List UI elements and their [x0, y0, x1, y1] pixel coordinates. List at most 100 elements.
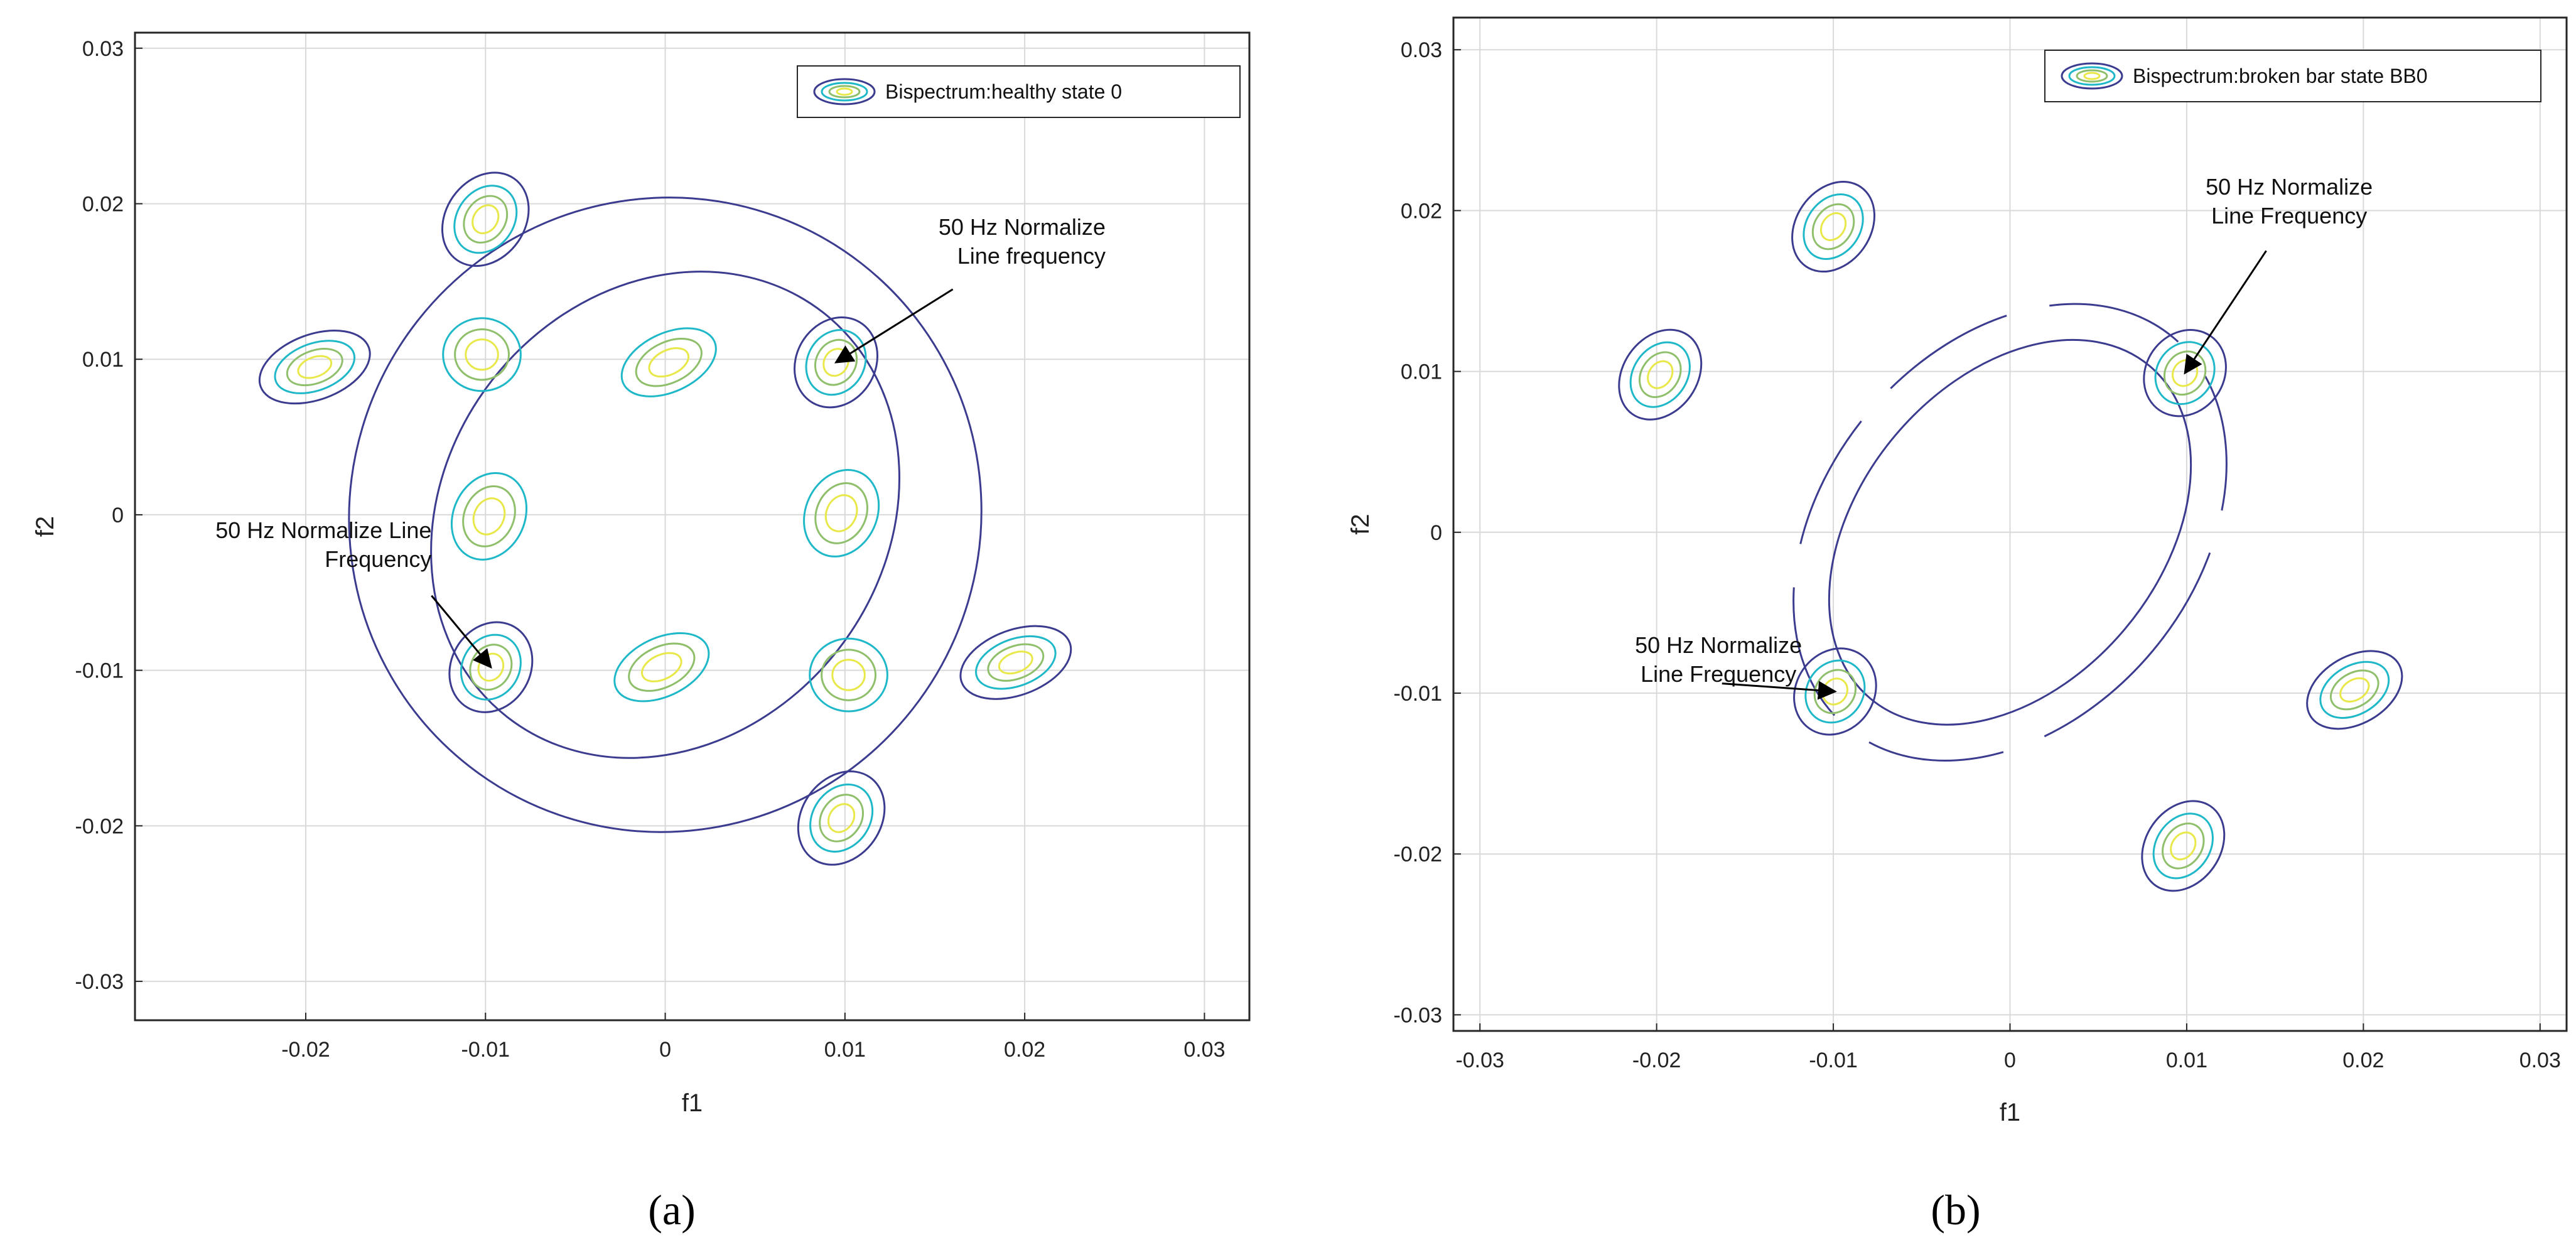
panel-b: -0.03 -0.02 -0.01 0 0.01 0.02 0.03 -0.03 -0.02 -0… — [1347, 16, 2568, 1126]
y-tick-label: 0.02 — [82, 192, 124, 216]
contour-inner-ring — [1828, 338, 2192, 726]
contour-peak-level-3 — [2329, 669, 2379, 711]
contour-peak-level-3 — [1813, 669, 1857, 714]
contour-legend-icon — [2061, 62, 2123, 90]
contour-secondary-peak-level-3 — [641, 652, 682, 682]
contour-peak-level-4 — [2339, 677, 2370, 703]
contour-secondary-peak-level-3 — [648, 347, 690, 378]
y-tick-label: 0 — [112, 504, 124, 527]
contour-peak-level-1 — [794, 316, 879, 409]
annotation-text: Frequency — [325, 546, 431, 572]
y-tick-label: 0.01 — [1401, 360, 1442, 384]
annotation: 50 Hz Normalize Line Frequency — [2184, 174, 2373, 375]
legend-label: Bispectrum:broken bar state BB0 — [2133, 65, 2428, 87]
contour-peak-level-3 — [819, 794, 865, 843]
contour-peak-level-2 — [975, 635, 1057, 690]
x-tick-label: -0.02 — [281, 1038, 330, 1062]
contour-peak-level-3 — [286, 348, 343, 387]
annotation-text: 50 Hz Normalize — [939, 214, 1106, 240]
annotation-arrow — [431, 595, 492, 669]
annotation-text: Line Frequency — [1641, 661, 1796, 687]
y-tick-label: -0.03 — [1394, 1003, 1443, 1027]
contour-peak-level-1 — [258, 330, 371, 405]
contour-secondary-peak-level-3 — [831, 659, 866, 691]
contour-secondary-peak-level-3 — [824, 494, 858, 532]
contour-peak-level-1 — [1793, 647, 1877, 736]
x-tick-label: -0.02 — [1632, 1048, 1681, 1072]
x-tick-label: 0.02 — [2342, 1048, 2384, 1072]
contour-inner-ring — [430, 271, 900, 759]
contour-peak-level-2 — [274, 340, 356, 394]
contour-peak-level-3 — [463, 195, 509, 244]
contour-peak-level-1 — [2141, 800, 2226, 892]
contour-secondary-peak-level-2 — [462, 485, 516, 547]
y-tick-label: -0.02 — [1394, 843, 1443, 866]
contour-peak-level-1 — [1791, 181, 1876, 273]
contour-peak-level-3 — [814, 338, 858, 386]
y-tick-label: 0.01 — [82, 348, 124, 372]
contour-peak-level-4 — [477, 652, 505, 682]
contour-peak-level-4 — [2172, 359, 2199, 387]
annotation: 50 Hz Normalize Line Frequency — [215, 517, 492, 669]
x-tick-label: -0.01 — [461, 1038, 510, 1062]
contour-secondary-peak-level-1 — [442, 317, 522, 392]
contour-peak-level-4 — [998, 650, 1033, 675]
annotation-text: Line Frequency — [2211, 203, 2367, 229]
x-tick-label: -0.01 — [1809, 1048, 1858, 1072]
contour-secondary-peak-level-3 — [465, 338, 499, 371]
contour-peak-level-4 — [1819, 212, 1847, 241]
contour-peak-level-1 — [2306, 650, 2403, 730]
annotation-arrow — [834, 288, 954, 364]
contour-peak-level-4 — [1647, 360, 1674, 389]
annotation-arrow — [2184, 250, 2267, 375]
contour-peak-level-2 — [2319, 660, 2390, 719]
annotation-text: 50 Hz Normalize Line — [215, 517, 431, 543]
contour-peak-level-4 — [472, 204, 500, 235]
contour-peak-level-2 — [460, 633, 522, 701]
x-tick-label: 0 — [659, 1038, 671, 1062]
contour-secondary-peak-level-2 — [635, 338, 703, 387]
contour-peak-level-3 — [1811, 203, 1855, 251]
contour-secondary-peak-level-1 — [450, 472, 528, 561]
y-tick-label: -0.02 — [75, 814, 124, 838]
x-axis-label: f1 — [682, 1089, 703, 1117]
contour-peak-level-2 — [2152, 812, 2214, 880]
legend: Bispectrum:broken bar state BB0 — [2044, 50, 2541, 102]
contour-peak-level-3 — [1639, 351, 1682, 398]
contour-secondary-peak-level-3 — [472, 497, 506, 536]
panel-a: -0.02 -0.01 0 0.01 0.02 0.03 -0.03 -0.02 -0.01 0 0… — [31, 31, 1251, 1117]
y-tick-label: -0.01 — [1394, 682, 1443, 706]
contour-secondary-peak-level-2 — [814, 482, 868, 544]
contour-secondary-peak-level-1 — [613, 632, 710, 703]
contour-plot — [258, 171, 1072, 866]
plot-frame — [134, 31, 1251, 1021]
contour-secondary-peak-level-1 — [620, 327, 717, 397]
x-tick-label: 0.02 — [1004, 1038, 1045, 1062]
contour-peak-level-4 — [297, 355, 333, 379]
annotation-text: Line frequency — [957, 243, 1106, 269]
contour-peak-level-2 — [1629, 341, 1691, 408]
y-tick-label: -0.03 — [75, 970, 124, 994]
contour-peak-level-2 — [805, 329, 867, 396]
contour-secondary-peak-level-1 — [809, 637, 888, 713]
contour-peak-level-2 — [453, 185, 518, 254]
y-tick-label: -0.01 — [75, 659, 124, 683]
contour-peak-level-3 — [987, 643, 1045, 682]
contour-peak-level-1 — [959, 625, 1072, 700]
contour-peak-level-3 — [2162, 822, 2205, 870]
contour-plot — [1618, 181, 2403, 892]
contour-peak-level-1 — [2143, 329, 2227, 418]
annotation-text: 50 Hz Normalize — [1635, 632, 1802, 658]
legend: Bispectrum:healthy state 0 — [797, 65, 1241, 118]
annotation: 50 Hz Normalize Line Frequency — [1635, 632, 1837, 700]
y-axis-label: f2 — [1347, 514, 1374, 534]
contour-peak-level-4 — [2170, 831, 2197, 861]
y-axis-label: f2 — [31, 516, 59, 537]
contour-secondary-peak-level-1 — [803, 468, 880, 558]
contour-secondary-peak-level-2 — [821, 649, 877, 701]
y-tick-label: 0.03 — [1401, 38, 1442, 62]
contour-legend-icon — [813, 78, 876, 105]
annotation-text: 50 Hz Normalize — [2206, 174, 2373, 200]
contour-peak-level-2 — [1803, 193, 1864, 261]
